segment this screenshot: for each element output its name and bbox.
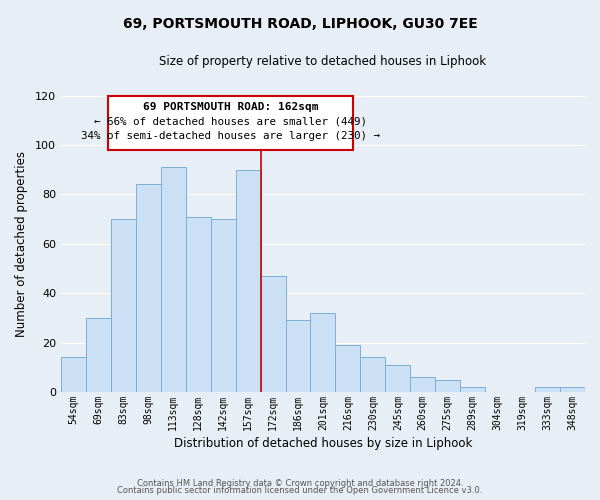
Title: Size of property relative to detached houses in Liphook: Size of property relative to detached ho…	[160, 55, 487, 68]
X-axis label: Distribution of detached houses by size in Liphook: Distribution of detached houses by size …	[174, 437, 472, 450]
Text: 69 PORTSMOUTH ROAD: 162sqm: 69 PORTSMOUTH ROAD: 162sqm	[143, 102, 319, 112]
Bar	[435, 380, 460, 392]
Bar	[560, 387, 585, 392]
Bar	[186, 216, 211, 392]
Bar	[236, 170, 260, 392]
Bar	[161, 167, 186, 392]
Text: 69, PORTSMOUTH ROAD, LIPHOOK, GU30 7EE: 69, PORTSMOUTH ROAD, LIPHOOK, GU30 7EE	[122, 18, 478, 32]
Y-axis label: Number of detached properties: Number of detached properties	[15, 151, 28, 337]
Bar	[286, 320, 310, 392]
Text: 34% of semi-detached houses are larger (230) →: 34% of semi-detached houses are larger (…	[81, 132, 380, 141]
Bar	[260, 276, 286, 392]
Bar	[61, 358, 86, 392]
Text: Contains HM Land Registry data © Crown copyright and database right 2024.: Contains HM Land Registry data © Crown c…	[137, 478, 463, 488]
Bar	[111, 219, 136, 392]
Text: Contains public sector information licensed under the Open Government Licence v3: Contains public sector information licen…	[118, 486, 482, 495]
Bar	[535, 387, 560, 392]
Bar	[460, 387, 485, 392]
Bar	[410, 377, 435, 392]
Bar	[310, 313, 335, 392]
FancyBboxPatch shape	[109, 96, 353, 150]
Bar	[385, 365, 410, 392]
Bar	[335, 345, 361, 392]
Text: ← 66% of detached houses are smaller (449): ← 66% of detached houses are smaller (44…	[94, 116, 367, 126]
Bar	[136, 184, 161, 392]
Bar	[211, 219, 236, 392]
Bar	[361, 358, 385, 392]
Bar	[86, 318, 111, 392]
